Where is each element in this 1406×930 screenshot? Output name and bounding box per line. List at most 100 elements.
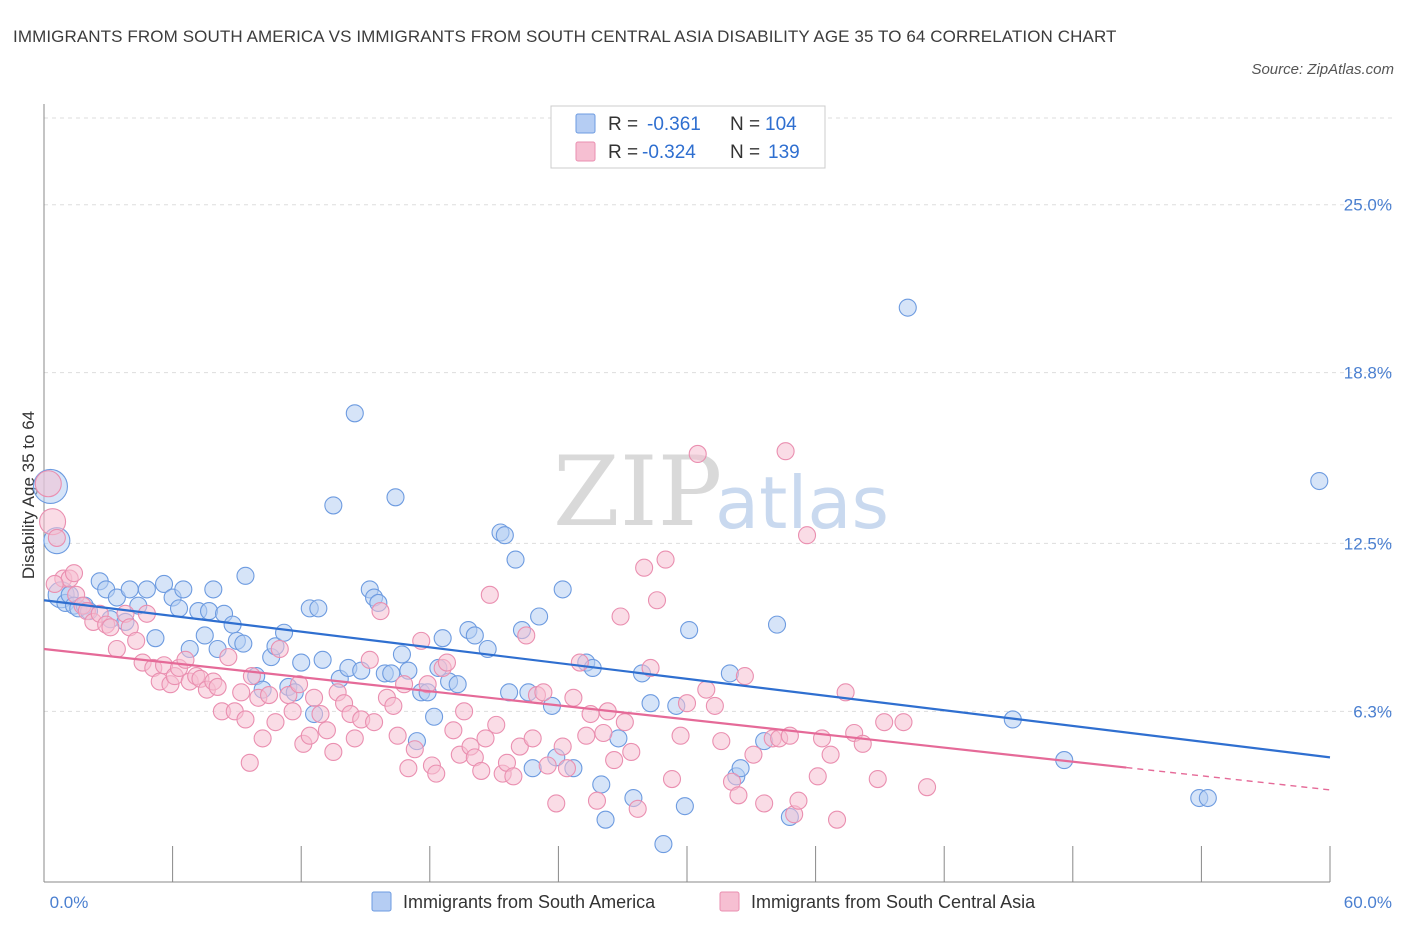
point-south-america: [345, 404, 364, 423]
point-south-america: [107, 588, 126, 607]
point-south-america: [465, 626, 484, 645]
legend-swatch-pink: [575, 141, 596, 162]
point-south-central-asia: [101, 618, 120, 637]
point-south-america: [530, 607, 549, 626]
point-south-central-asia: [517, 626, 536, 645]
point-south-america: [592, 775, 611, 794]
point-south-america: [720, 664, 739, 683]
point-south-central-asia: [868, 769, 887, 789]
point-south-america: [448, 675, 467, 694]
point-south-central-asia: [305, 688, 324, 707]
legend-swatch-blue: [575, 113, 596, 134]
point-south-central-asia: [34, 470, 62, 498]
point-south-central-asia: [538, 756, 557, 775]
point-south-central-asia: [635, 558, 654, 577]
point-south-america: [392, 645, 411, 664]
point-south-central-asia: [472, 761, 491, 780]
point-south-central-asia: [662, 769, 682, 789]
point-south-america: [236, 566, 255, 585]
point-south-america: [654, 835, 673, 854]
stats-legend: R = -0.361 N = 104 R = -0.324 N = 139: [550, 105, 826, 169]
point-south-central-asia: [64, 564, 84, 583]
point-south-america: [292, 653, 311, 672]
legend-r-label-1: R =: [608, 114, 638, 135]
point-south-central-asia: [812, 729, 832, 748]
trend-line-pink: [43, 647, 1127, 769]
series-legend-swatch-blue: [371, 891, 392, 912]
point-south-america: [898, 298, 917, 317]
stats-legend-box: [550, 105, 826, 169]
point-south-central-asia: [622, 742, 641, 762]
point-south-america: [675, 797, 694, 816]
point-south-central-asia: [480, 585, 499, 604]
point-south-central-asia: [735, 667, 754, 686]
point-south-central-asia: [444, 721, 463, 740]
point-south-america: [137, 580, 156, 599]
point-south-central-asia: [797, 526, 817, 545]
point-south-america: [169, 599, 189, 618]
point-south-america: [386, 488, 405, 507]
point-south-america: [199, 602, 219, 621]
series-south-america-points: [32, 298, 1329, 854]
chart-title: IMMIGRANTS FROM SOUTH AMERICA VS IMMIGRA…: [13, 27, 1117, 46]
point-south-central-asia: [523, 729, 542, 748]
point-south-central-asia: [918, 778, 937, 797]
point-south-central-asia: [712, 732, 731, 751]
point-south-central-asia: [557, 759, 577, 778]
point-south-central-asia: [240, 753, 259, 772]
point-south-central-asia: [875, 713, 894, 732]
point-south-central-asia: [266, 713, 285, 732]
series-legend: Immigrants from South America Immigrants…: [371, 891, 1036, 912]
point-south-central-asia: [688, 444, 707, 463]
point-south-central-asia: [300, 726, 319, 745]
point-south-central-asia: [290, 675, 309, 694]
point-south-central-asia: [476, 729, 495, 748]
point-south-central-asia: [345, 729, 364, 748]
series-legend-label-2: Immigrants from South Central Asia: [751, 892, 1036, 912]
legend-r-label-2: R =: [608, 142, 638, 163]
point-south-central-asia: [236, 710, 255, 729]
point-south-central-asia: [821, 745, 840, 764]
point-south-central-asia: [697, 680, 716, 699]
point-south-central-asia: [45, 574, 64, 594]
legend-n-label-1: N =: [730, 114, 760, 135]
point-south-central-asia: [587, 791, 607, 810]
point-south-america: [309, 599, 328, 618]
point-south-america: [1198, 788, 1217, 808]
y-tick-labels: 6.3% 12.5% 18.8% 25.0%: [1344, 196, 1392, 722]
trend-lines: [43, 599, 1331, 791]
point-south-central-asia: [208, 677, 227, 696]
point-south-central-asia: [388, 726, 407, 745]
point-south-central-asia: [283, 702, 302, 721]
point-south-central-asia: [270, 639, 289, 659]
point-south-america: [596, 810, 615, 829]
point-south-america: [146, 629, 165, 648]
point-south-america: [382, 664, 401, 683]
series-south-central-asia-points: [34, 442, 937, 829]
point-south-central-asia: [455, 702, 474, 721]
point-south-central-asia: [671, 726, 690, 745]
grid-lines: [44, 117, 1392, 712]
point-south-central-asia: [405, 740, 424, 759]
point-south-central-asia: [605, 751, 624, 770]
x-tick-label: 0.0%: [50, 893, 89, 912]
point-south-central-asia: [311, 704, 330, 724]
point-south-america: [767, 615, 787, 634]
point-south-central-asia: [570, 653, 589, 672]
point-south-central-asia: [647, 591, 667, 610]
point-south-central-asia: [47, 528, 66, 547]
point-south-america: [553, 580, 572, 599]
point-south-central-asia: [677, 694, 697, 713]
x-tick-labels: 0.0% 60.0%: [50, 893, 1392, 912]
point-south-america: [313, 650, 332, 669]
point-south-america: [174, 580, 193, 599]
point-south-america: [275, 623, 294, 642]
point-south-central-asia: [127, 631, 146, 650]
point-south-central-asia: [611, 607, 630, 626]
x-tick-label: 60.0%: [1344, 893, 1392, 912]
point-south-central-asia: [510, 737, 529, 756]
point-south-central-asia: [427, 764, 446, 783]
series-legend-swatch-pink: [719, 891, 740, 912]
legend-r-value-1: -0.361: [647, 114, 701, 135]
point-south-america: [1310, 471, 1329, 491]
